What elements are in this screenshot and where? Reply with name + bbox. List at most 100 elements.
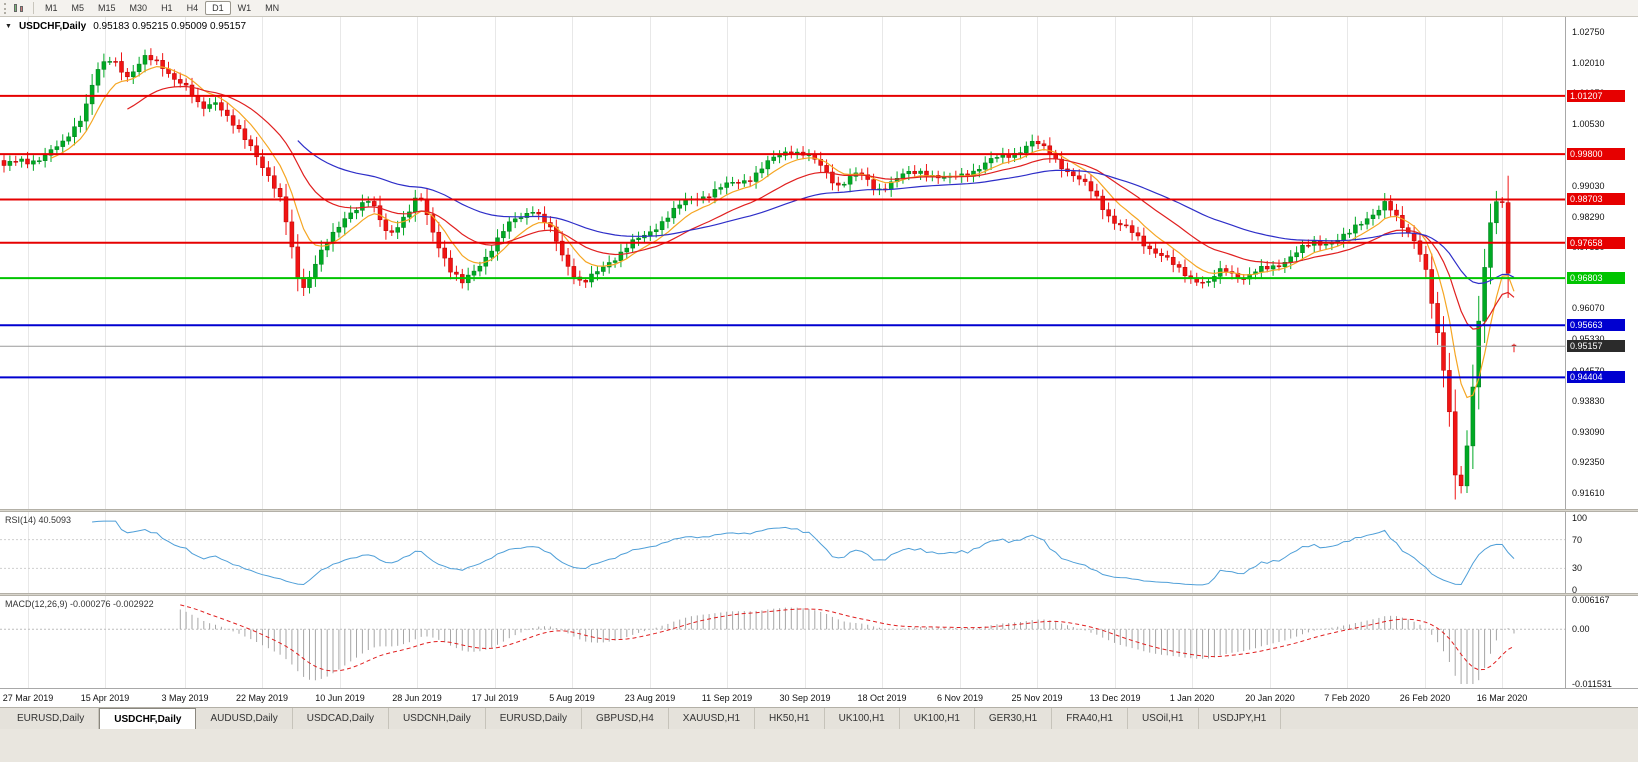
date-tick: 7 Feb 2020 xyxy=(1324,693,1370,703)
chart-tab-usdcnh-daily[interactable]: USDCNH,Daily xyxy=(389,708,486,729)
candlestick-chart-icon[interactable] xyxy=(12,2,26,14)
timeframe-button-h1[interactable]: H1 xyxy=(161,3,173,13)
date-tick: 1 Jan 2020 xyxy=(1169,693,1215,703)
price-level-badge: 0.96803 xyxy=(1567,272,1625,285)
price-level-badge: 0.99800 xyxy=(1567,148,1625,161)
chart-tab-eurusd-daily[interactable]: EURUSD,Daily xyxy=(3,708,100,729)
timeframe-button-mn[interactable]: MN xyxy=(265,3,280,13)
price-tick: 1.02750 xyxy=(1572,27,1605,38)
date-tick: 26 Feb 2020 xyxy=(1399,693,1451,703)
candlestick-chart[interactable] xyxy=(0,17,1565,509)
macd-histogram xyxy=(179,607,1515,684)
rsi-panel[interactable] xyxy=(0,512,1565,593)
chart-area: ▼ USDCHF,Daily 0.95183 0.95215 0.95009 0… xyxy=(0,17,1638,707)
date-tick: 5 Aug 2019 xyxy=(549,693,595,703)
date-tick: 28 Jun 2019 xyxy=(392,693,442,703)
date-tick: 22 May 2019 xyxy=(235,693,289,703)
timeframe-buttons: M1 M5 M15 M30 H1 H4 D1 W1 MN xyxy=(38,1,286,15)
macd-scale-label: -0.011531 xyxy=(1572,679,1612,689)
date-tick: 25 Nov 2019 xyxy=(1011,693,1063,703)
date-tick: 11 Sep 2019 xyxy=(701,693,753,703)
rsi-line xyxy=(92,520,1515,586)
timeframe-button-m30[interactable]: M30 xyxy=(129,3,148,13)
price-tick: 0.99030 xyxy=(1572,180,1605,191)
price-level-badge: 0.94404 xyxy=(1567,371,1625,384)
status-bar xyxy=(0,729,1638,762)
chart-tab-fra40-h1[interactable]: FRA40,H1 xyxy=(1052,708,1128,729)
price-tick: 0.93090 xyxy=(1572,426,1605,437)
price-level-badge: 1.01207 xyxy=(1567,89,1625,102)
date-tick: 17 Jul 2019 xyxy=(471,693,519,703)
price-level-badge: 0.97658 xyxy=(1567,236,1625,249)
rsi-scale-label: 30 xyxy=(1572,563,1583,574)
timeframe-button-d1[interactable]: D1 xyxy=(205,1,231,15)
price-axis[interactable]: 1.027501.020101.012701.005300.997900.990… xyxy=(1565,17,1638,509)
price-level-badge: 0.95663 xyxy=(1567,319,1625,332)
chart-tab-uk100-h1[interactable]: UK100,H1 xyxy=(825,708,900,729)
macd-scale-label: 0.00 xyxy=(1572,624,1590,635)
date-tick: 13 Dec 2019 xyxy=(1089,693,1141,703)
chart-tab-usdchf-daily[interactable]: USDCHF,Daily xyxy=(99,708,197,729)
date-tick: 30 Sep 2019 xyxy=(779,693,831,703)
timeframe-button-h4[interactable]: H4 xyxy=(186,3,199,13)
price-tick: 1.02010 xyxy=(1572,57,1605,68)
panel-splitter[interactable] xyxy=(0,593,1638,596)
chart-tab-uk100-h1[interactable]: UK100,H1 xyxy=(900,708,975,729)
toolbar-separator xyxy=(33,2,34,14)
timeframe-button-m5[interactable]: M5 xyxy=(71,3,85,13)
macd-panel[interactable] xyxy=(0,596,1565,688)
rsi-scale-label: 100 xyxy=(1572,513,1588,523)
price-tick: 1.00530 xyxy=(1572,118,1605,129)
date-tick: 18 Oct 2019 xyxy=(857,693,907,703)
date-tick: 23 Aug 2019 xyxy=(624,693,676,703)
macd-scale-label: 0.006167 xyxy=(1572,595,1610,605)
moving-average-21 xyxy=(127,85,1515,330)
price-tick: 0.98290 xyxy=(1572,211,1605,222)
chart-tab-usdjpy-h1[interactable]: USDJPY,H1 xyxy=(1199,708,1282,729)
current-price-badge: 0.95157 xyxy=(1567,340,1625,353)
chart-tab-audusd-daily[interactable]: AUDUSD,Daily xyxy=(196,708,293,729)
chart-tab-xauusd-h1[interactable]: XAUUSD,H1 xyxy=(669,708,756,729)
price-level-badge: 0.98703 xyxy=(1567,193,1625,206)
time-axis[interactable]: 27 Mar 2019 15 Apr 2019 3 May 2019 22 May 2… xyxy=(0,688,1638,707)
chart-title-bar: ▼ USDCHF,Daily 0.95183 0.95215 0.95009 0… xyxy=(5,21,246,32)
price-tick: 0.91610 xyxy=(1572,487,1605,498)
chart-tab-gbpusd-h4[interactable]: GBPUSD,H4 xyxy=(582,708,669,729)
price-tick: 0.94570 xyxy=(1572,366,1605,376)
date-tick: 16 Mar 2020 xyxy=(1476,693,1528,703)
macd-signal-line xyxy=(180,604,1515,672)
price-tick: 0.96070 xyxy=(1572,303,1605,314)
timeframe-button-w1[interactable]: W1 xyxy=(237,3,252,13)
date-tick: 15 Apr 2019 xyxy=(80,693,130,703)
rsi-scale-label: 0 xyxy=(1572,585,1578,595)
price-tick: 0.95330 xyxy=(1572,334,1605,345)
macd-label: MACD(12,26,9) -0.000276 -0.002922 xyxy=(5,599,154,609)
date-tick: 20 Jan 2020 xyxy=(1245,693,1295,703)
date-tick: 6 Nov 2019 xyxy=(936,693,984,703)
chart-tab-usdcad-daily[interactable]: USDCAD,Daily xyxy=(293,708,389,729)
chart-symbol-period: USDCHF,Daily xyxy=(18,21,87,32)
panel-splitter[interactable] xyxy=(0,509,1638,512)
chart-tab-usoil-h1[interactable]: USOil,H1 xyxy=(1128,708,1199,729)
rsi-scale-label: 70 xyxy=(1572,534,1583,545)
moving-average-50 xyxy=(297,140,1515,285)
chart-tab-eurusd-daily[interactable]: EURUSD,Daily xyxy=(486,708,582,729)
collapse-arrow-icon[interactable]: ▼ xyxy=(5,23,12,30)
price-tick: 0.92350 xyxy=(1572,457,1605,468)
date-tick: 27 Mar 2019 xyxy=(2,693,54,703)
macd-axis: 0.006167 0.00 -0.011531 xyxy=(1565,595,1638,689)
date-tick: 10 Jun 2019 xyxy=(315,693,365,703)
candles-group xyxy=(1,48,1517,500)
chart-tab-bar: EURUSD,Daily USDCHF,Daily AUDUSD,Daily USDC… xyxy=(0,707,1638,729)
chart-tab-hk50-h1[interactable]: HK50,H1 xyxy=(755,708,825,729)
toolbar-grip[interactable] xyxy=(4,2,8,14)
chart-tab-ger30-h1[interactable]: GER30,H1 xyxy=(975,708,1053,729)
date-tick: 3 May 2019 xyxy=(161,693,209,703)
moving-average-8 xyxy=(50,65,1515,399)
timeframe-button-m15[interactable]: M15 xyxy=(98,3,116,13)
chart-ohlc-values: 0.95183 0.95215 0.95009 0.95157 xyxy=(93,21,247,32)
timeframe-button-m1[interactable]: M1 xyxy=(45,3,58,13)
rsi-axis: 100 70 30 0 xyxy=(1565,512,1638,595)
timeframe-toolbar: M1 M5 M15 M30 H1 H4 D1 W1 MN xyxy=(0,0,1638,17)
